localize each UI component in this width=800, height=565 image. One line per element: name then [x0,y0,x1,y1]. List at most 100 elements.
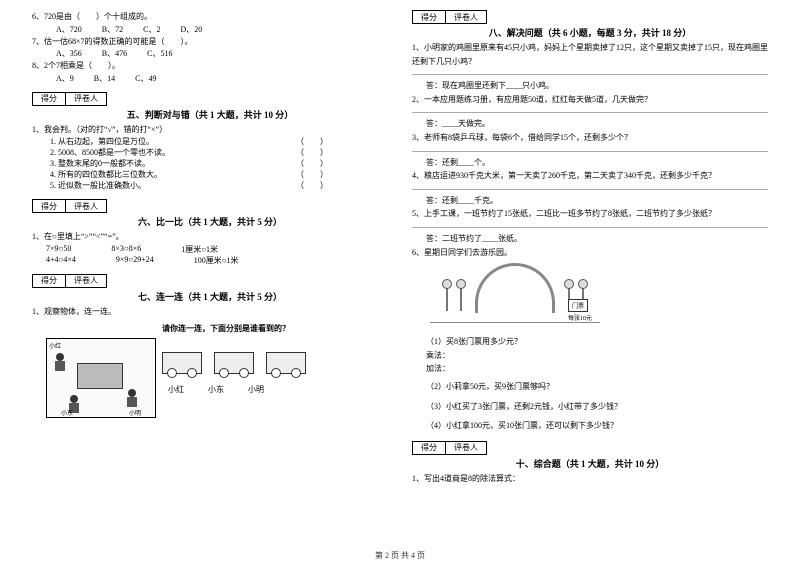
answer-4: 答：还剩____千克。 [412,194,768,208]
score-box: 得分 评卷人 [32,274,388,288]
problem-2: 2、一本应用题练习册，有应用题50道，红红每天做5道，几天做完？ [412,93,768,107]
cmp: 7×9○50 [46,244,71,255]
cmp: 9×9○29+24 [116,255,154,266]
vehicle-view-icon [266,352,306,374]
kid-icon [125,389,139,409]
section-6-title: 六、比一比（共 1 大题，共计 5 分） [32,215,388,228]
answer-line [412,189,768,190]
name-label: 小红 [168,384,184,395]
right-column: 得分 评卷人 八、解决问题（共 6 小题，每题 3 分，共计 18 分） 1、小… [400,10,780,545]
ground-line [430,322,600,323]
problem-5: 5、上手工课，一班节约了15张纸，二班比一班多节约了8张纸，二班节约了多少张纸？ [412,207,768,221]
page-footer: 第 2 页 共 4 页 [0,550,800,561]
answer-5: 答：二班节约了____张纸。 [412,232,768,246]
judge-text: 2. 5008、8500都是一个零也不读。 [50,147,170,158]
answer-line [412,151,768,152]
judge-row: 4. 所有的四位数都比三位数大。 （ ） [32,169,388,180]
cmp: 4+4○4×4 [46,255,76,266]
sub-q4: （4）小红拿100元，买10张门票，还可以剩下多少钱？ [412,419,768,433]
opt: B、14 [94,73,115,84]
score-label: 得分 [32,274,65,288]
sub-q1: （1）买8张门票用多少元？ [412,335,768,349]
lamp-icon [564,279,574,289]
arch-icon [475,263,555,313]
section-10-title: 十、综合题（共 1 大题，共计 10 分） [412,457,768,470]
answer-2: 答：____天做完。 [412,117,768,131]
link-intro: 1、观察物体，连一连。 [32,305,388,319]
name-label: 小东 [208,384,224,395]
lamp-icon [456,279,466,289]
name-label: 小明 [248,384,264,395]
kid-label: 小东 [61,408,73,417]
ticket-price: 每张10元 [568,313,592,322]
judge-row: 3. 整数末尾的0一般都不读。 （ ） [32,158,388,169]
lamp-post-icon [460,287,462,311]
problem-6: 6、星期日同学们去游乐园。 [412,246,768,260]
paren: （ ） [296,158,328,169]
opt: C、516 [147,48,172,59]
opt: A、356 [56,48,82,59]
kid-icon [53,353,67,373]
grader-label: 评卷人 [445,441,487,455]
lamp-icon [578,279,588,289]
answer-line [412,112,768,113]
grader-label: 评卷人 [65,199,107,213]
score-box: 得分 评卷人 [32,199,388,213]
car-icon [77,363,123,389]
section-8-title: 八、解决问题（共 6 小题，每题 3 分，共计 18 分） [412,26,768,39]
section-5-title: 五、判断对与错（共 1 大题，共计 10 分） [32,108,388,121]
left-column: 6、720是由（ ）个十组成的。 A、720 B、72 C、2 D、20 7、估… [20,10,400,545]
section-7-title: 七、连一连（共 1 大题，共计 5 分） [32,290,388,303]
compare-row: 7×9○50 8×3○8×6 1厘米○1米 [32,244,388,255]
judge-row: 5. 近似数一般比准确数小。 （ ） [32,180,388,191]
score-label: 得分 [32,199,65,213]
lamp-post-icon [446,287,448,311]
cmp: 100厘米○1米 [194,255,239,266]
score-box: 得分 评卷人 [32,92,388,106]
judge-row: 1. 从右边起，第四位是万位。 （ ） [32,136,388,147]
park-scene: 门票 每张10元 [430,263,600,333]
q10: 1、写出4道商是8的除法算式： [412,472,768,486]
q7-options: A、356 B、476 C、516 [32,48,388,59]
paren: （ ） [296,180,328,191]
opt: A、720 [56,24,82,35]
problem-3: 3、老师有8袋乒乓球，每袋6个，借给同学15个，还剩多少个？ [412,131,768,145]
paren: （ ） [296,136,328,147]
kid-label: 小红 [49,341,61,350]
vehicle-view-icon [214,352,254,374]
opt: C、49 [135,73,156,84]
opt: D、20 [180,24,202,35]
vehicle-view-icon [162,352,202,374]
grader-label: 评卷人 [445,10,487,24]
opt: B、72 [102,24,123,35]
lamp-icon [442,279,452,289]
cmp: 8×3○8×6 [111,244,141,255]
opt: C、2 [143,24,160,35]
answer-line [412,227,768,228]
observation-scene: 小红 小东 小明 [46,338,156,418]
judge-text: 1. 从右边起，第四位是万位。 [50,136,154,147]
q6-options: A、720 B、72 C、2 D、20 [32,24,388,35]
sub-q3: （3）小红买了3张门票，还剩2元钱，小红带了多少钱？ [412,400,768,414]
mul-label: 乘法： [412,349,768,363]
judge-text: 4. 所有的四位数都比三位数大。 [50,169,162,180]
judge-row: 2. 5008、8500都是一个零也不读。 （ ） [32,147,388,158]
score-label: 得分 [32,92,65,106]
paren: （ ） [296,147,328,158]
grader-label: 评卷人 [65,92,107,106]
compare-intro: 1、在○里填上“>”“<”“=”。 [32,230,388,244]
score-box: 得分 评卷人 [412,441,768,455]
grader-label: 评卷人 [65,274,107,288]
answer-1: 答：现在鸡圈里还剩下____只小鸡。 [412,79,768,93]
q7: 7、估一估68×7的得数正确的可能是（ ）。 [32,35,388,49]
score-label: 得分 [412,10,445,24]
link-prompt: 请你连一连，下面分别是谁看到的？ [32,323,388,334]
judge-text: 3. 整数末尾的0一般都不读。 [50,158,150,169]
answer-3: 答：还剩____个。 [412,156,768,170]
paren: （ ） [296,169,328,180]
judge-intro: 1、我会判。（对的打“√”，错的打“×”） [32,123,388,137]
sub-q2: （2）小莉拿50元，买9张门票够吗？ [412,380,768,394]
score-label: 得分 [412,441,445,455]
opt: B、476 [102,48,127,59]
judge-text: 5. 近似数一般比准确数小。 [50,180,146,191]
